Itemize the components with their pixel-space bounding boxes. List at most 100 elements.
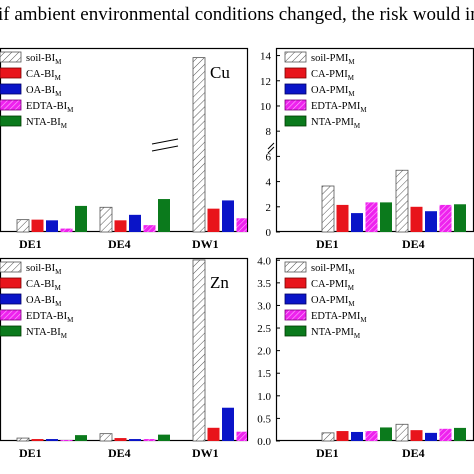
y-tick-label: 2 [266,202,272,214]
bar-ca-pmi-de4 [410,206,423,232]
bar-nta-pmi-de1 [380,427,392,441]
bar-nta-bi-de1 [75,435,87,441]
legend-label: CA-PMIM [311,279,355,292]
y-tick-label: 4.0 [257,255,271,267]
chart-panel-cu-bi: DE1 DE4 DW1 Cu soil-BIM CA-BIM OA-BIM EDTA-BIM N… [0,47,249,251]
chart-panel-cu-pmi: 0 2 4 6 8 10 12 14 DE1 DE4 soil-PMIM CA-PMIM OA-PMIM… [260,47,474,251]
bar-break-mark [151,145,179,152]
bar-soil-bi-de1 [16,437,30,442]
legend-swatch [284,277,307,289]
legend-swatch [0,261,22,273]
legend-label: EDTA-BIM [26,101,74,114]
bar-soil-pmi-de4 [395,423,409,442]
bar-oa-bi-de4 [129,214,141,232]
bar-soil-bi-de4 [99,206,113,233]
y-tick-label: 10 [260,101,272,113]
chart-panel-zn-pmi: 0.0 0.5 1.0 1.5 2.0 2.5 3.0 3.5 4.0 DE1 DE4 soil-PM… [257,255,474,460]
bar-nta-bi-de1 [75,205,87,232]
panel-label: Cu [210,63,230,82]
bar-break-gap [155,140,175,150]
bar-nta-bi-de4 [158,199,170,232]
bar-edta-bi-de4 [143,439,156,441]
bar-ca-pmi-de4 [410,430,423,441]
bar-oa-pmi-de4 [425,432,437,441]
bar-soil-bi-de4 [99,433,113,442]
bar-ca-bi-de1 [31,439,44,441]
legend-swatch [0,309,22,321]
x-tick-label: DE4 [402,237,425,251]
bar-oa-bi-de1 [46,439,58,441]
y-tick-label: 4 [266,177,272,189]
legend-swatch [284,115,307,127]
bar-oa-pmi-de1 [351,431,363,441]
bar-edta-bi-de4 [143,225,156,232]
bar-edta-bi-de1 [60,440,73,441]
bar-soil-bi-dw1 [192,259,206,442]
legend-swatch [284,99,307,111]
y-tick-label: 3.5 [257,278,271,290]
bar-nta-bi-de4 [158,434,170,441]
legend-swatch [0,115,22,127]
y-tick-label: 8 [266,126,272,138]
legend-label: NTA-BIM [26,117,68,130]
x-tick-label: DE4 [402,446,425,460]
legend-swatch [0,277,22,289]
legend-swatch [284,51,307,63]
bar-edta-pmi-de1 [365,431,378,441]
bar-ca-bi-de4 [114,438,127,441]
bar-oa-bi-de4 [129,439,141,441]
y-tick-label: 0.0 [257,436,271,448]
bar-edta-bi-de1 [60,228,73,232]
chart-panel-zn-bi: DE1 DE4 DW1 Zn soil-BIM CA-BIM OA-BIM EDTA-BIM N… [0,257,249,460]
legend-swatch [0,67,22,79]
bar-soil-pmi-de1 [321,185,335,233]
legend-label: OA-PMIM [311,85,355,98]
x-tick-label: DE4 [108,446,131,460]
legend-swatch [0,99,22,111]
y-tick-label: 1.5 [257,368,271,380]
y-tick-label: 14 [260,51,272,63]
bar-soil-pmi-de4 [395,169,409,233]
legend-swatch [284,83,307,95]
bar-ca-bi-de1 [31,219,44,232]
legend-label: soil-PMIM [311,263,355,276]
legend-swatch [0,83,22,95]
bar-edta-bi-dw1 [236,431,247,441]
bar-oa-pmi-de4 [425,211,437,232]
legend-label: CA-BIM [26,279,62,292]
bar-ca-pmi-de1 [336,431,349,441]
x-tick-label: DE1 [316,446,339,460]
bar-edta-pmi-de4 [439,204,452,232]
x-tick-label: DW1 [192,237,219,251]
x-tick-label: DE1 [19,237,42,251]
legend-label: NTA-PMIM [311,327,361,340]
y-tick-label: 12 [260,76,271,88]
x-tick-label: DE4 [108,237,131,251]
legend-label: CA-BIM [26,69,62,82]
bar-oa-bi-dw1 [222,200,234,232]
legend-label: OA-PMIM [311,295,355,308]
legend-label: OA-BIM [26,295,62,308]
x-tick-label: DW1 [192,446,219,460]
bar-edta-bi-dw1 [236,218,247,232]
bar-nta-pmi-de1 [380,202,392,232]
bar-ca-bi-dw1 [207,427,220,441]
bar-nta-pmi-de4 [454,204,466,232]
legend-swatch [284,309,307,321]
x-tick-label: DE1 [316,237,339,251]
legend-label: NTA-BIM [26,327,68,340]
caption-text: if ambient environmental conditions chan… [0,4,474,25]
bar-nta-pmi-de4 [454,427,466,441]
y-tick-label: 0 [266,227,272,239]
y-tick-label: 2.5 [257,323,271,335]
legend-label: soil-BIM [26,53,62,66]
bar-break-mark [151,138,179,145]
axis-break-mark [267,146,275,154]
bar-oa-pmi-de1 [351,213,363,232]
bar-ca-pmi-de1 [336,204,349,232]
legend-label: CA-PMIM [311,69,355,82]
y-tick-label: 2.0 [257,346,271,358]
bar-oa-bi-de1 [46,220,58,232]
legend-label: soil-BIM [26,263,62,276]
legend-label: EDTA-BIM [26,311,74,324]
